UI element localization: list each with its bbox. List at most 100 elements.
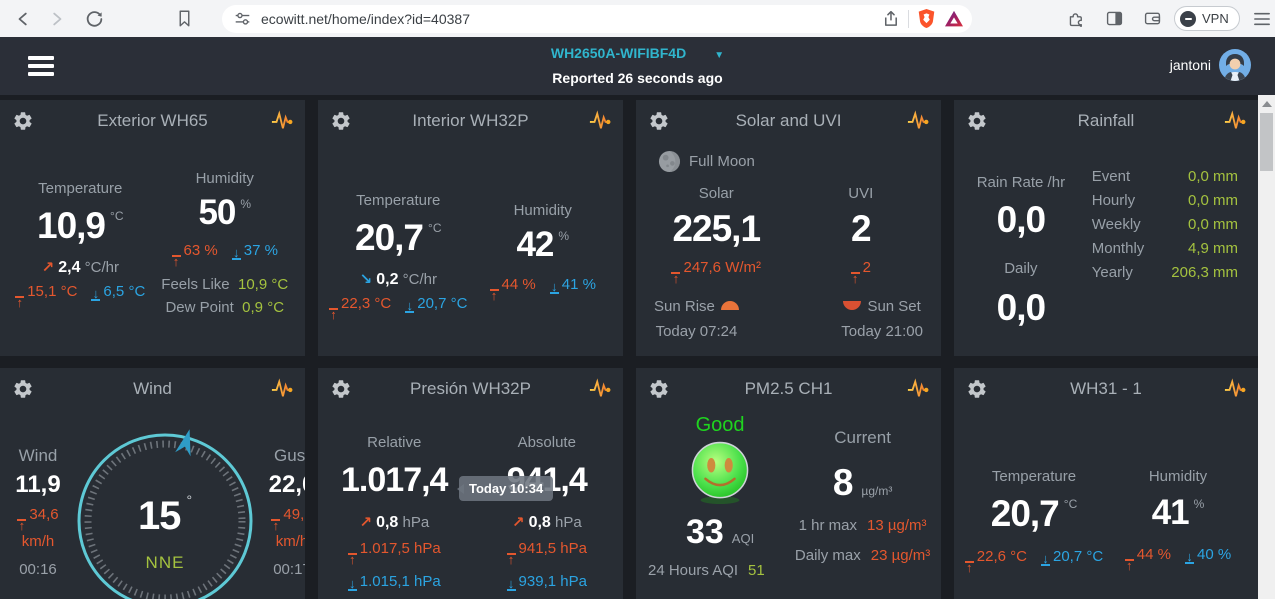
solar-max: ↑ 247,6 W/m² [671,259,762,286]
max-arrow-icon: ↑ [329,307,339,322]
chart-tooltip: Today 10:34 [456,476,554,501]
vpn-button[interactable]: VPN [1174,6,1240,31]
device-selector[interactable]: WH2650A-WIFIBF4D ▼ [0,45,1275,61]
sidebar-icon[interactable] [1098,4,1130,34]
temperature-label: Temperature [356,192,441,209]
app-header: WH2650A-WIFIBF4D ▼ Reported 26 seconds ag… [0,37,1275,95]
feels-like-value: 10,9 °C [238,275,289,293]
history-chart-icon[interactable] [271,378,293,400]
max-arrow-icon: ↑ [17,518,27,533]
history-chart-icon[interactable] [589,110,611,132]
temperature-min: ↓ 20,7 °C [1041,548,1104,566]
history-chart-icon[interactable] [1224,110,1246,132]
min-arrow-icon: ↓ [231,245,241,260]
gust-value: 22,0 [268,471,305,498]
aqi-value: 33 [685,513,724,551]
sunrise-time: Today 07:24 [655,322,738,340]
trend-up-icon: ↗ [511,514,525,531]
rain-rate-value: 0,0 [996,199,1046,240]
wind-max-time: 00:16 [19,560,57,578]
history-chart-icon[interactable] [907,378,929,400]
max-arrow-icon: ↑ [489,288,499,303]
settings-gear-icon[interactable] [12,110,34,132]
site-settings-icon[interactable] [234,10,251,27]
user-menu[interactable]: jantoni [1170,49,1251,81]
bat-rewards-icon[interactable] [944,10,964,28]
trend-up-icon: ↗ [41,259,55,276]
wallet-icon[interactable] [1136,4,1168,34]
bookmark-icon[interactable] [168,4,200,34]
rain-daily-label: Daily [1004,260,1038,277]
hour-max-value: 13 µg/m³ [867,517,927,534]
humidity-value: 41 [1151,493,1190,532]
history-chart-icon[interactable] [271,110,293,132]
humidity-value: 50 [198,193,236,232]
temperature-value: 10,9 [37,205,106,246]
settings-gear-icon[interactable] [330,378,352,400]
browser-menu-icon[interactable] [1246,4,1275,34]
url-text[interactable]: ecowitt.net/home/index?id=40387 [261,10,470,27]
min-arrow-icon: ↓ [1185,549,1194,564]
brave-shields-icon[interactable] [917,8,936,29]
solar-value: 225,1 [672,208,761,249]
app-menu-icon[interactable] [28,56,54,80]
wind-compass-gauge: 15 ° NNE [70,426,260,599]
card-wh31: WH31 - 1 Temperature 20,7 °C ↑ 22,6 °C ↓ 20… [954,368,1258,599]
url-bar[interactable]: ecowitt.net/home/index?id=40387 [222,4,972,33]
humidity-label: Humidity [513,202,572,219]
feels-like-label: Feels Like [161,275,230,293]
forward-button[interactable] [40,4,72,34]
max-arrow-icon: ↑ [171,254,181,269]
dew-point-label: Dew Point [165,298,234,316]
page-scrollbar[interactable] [1258,95,1275,599]
humidity-label: Humidity [1148,468,1208,485]
absolute-trend-unit: hPa [554,514,582,531]
username: jantoni [1169,57,1211,73]
sunrise-block: Sun Rise Today 07:24 [654,298,739,340]
avatar[interactable] [1219,49,1251,81]
back-button[interactable] [8,4,40,34]
daily-max-value: 23 µg/m³ [870,547,931,564]
history-chart-icon[interactable] [1224,378,1246,400]
scrollbar-thumb[interactable] [1260,113,1273,171]
wind-max: ↑ 34,6 km/h [17,506,59,550]
max-arrow-icon: ↑ [964,560,974,575]
settings-gear-icon[interactable] [12,378,34,400]
current-label: Current [834,428,891,447]
min-arrow-icon: ↓ [1041,551,1050,566]
history-chart-icon[interactable] [907,110,929,132]
wind-direction-pointer [175,429,191,457]
card-title: Solar and UVI [735,111,842,130]
max-arrow-icon: ↑ [671,271,681,286]
humidity-unit: % [240,197,252,211]
scrollbar-up-arrow[interactable] [1262,101,1272,107]
humidity-label: Humidity [195,170,254,187]
wind-label: Wind [18,446,58,465]
max-arrow-icon: ↑ [347,552,357,567]
settings-gear-icon[interactable] [966,378,988,400]
rain-stat-row: Hourly 0,0 mm [1091,192,1238,209]
reported-status: Reported 26 seconds ago [552,70,723,86]
humidity-unit: % [1193,497,1205,511]
history-chart-icon[interactable] [589,378,611,400]
trend-up-icon: ↗ [359,514,372,531]
gust-max-time: 00:17 [273,560,305,578]
settings-gear-icon[interactable] [330,110,352,132]
settings-gear-icon[interactable] [648,378,670,400]
rain-stat-row: Weekly 0,0 mm [1091,216,1238,233]
absolute-trend-value: 0,8 [528,514,551,531]
settings-gear-icon[interactable] [648,110,670,132]
extensions-icon[interactable] [1060,4,1092,34]
rain-stat-row: Yearly 206,3 mm [1091,264,1238,281]
reload-button[interactable] [78,4,110,34]
share-icon[interactable] [881,9,900,28]
settings-gear-icon[interactable] [966,110,988,132]
min-arrow-icon: ↓ [506,575,516,591]
air-quality-status: Good [695,414,745,436]
trend-down-icon: ↘ [359,271,373,288]
dew-point-value: 0,9 °C [242,298,285,316]
temperature-trend-value: 2,4 [58,259,81,276]
card-title: WH31 - 1 [1070,379,1142,398]
temperature-unit: °C [110,209,124,223]
temperature-min: ↓ 6,5 °C [91,283,146,301]
